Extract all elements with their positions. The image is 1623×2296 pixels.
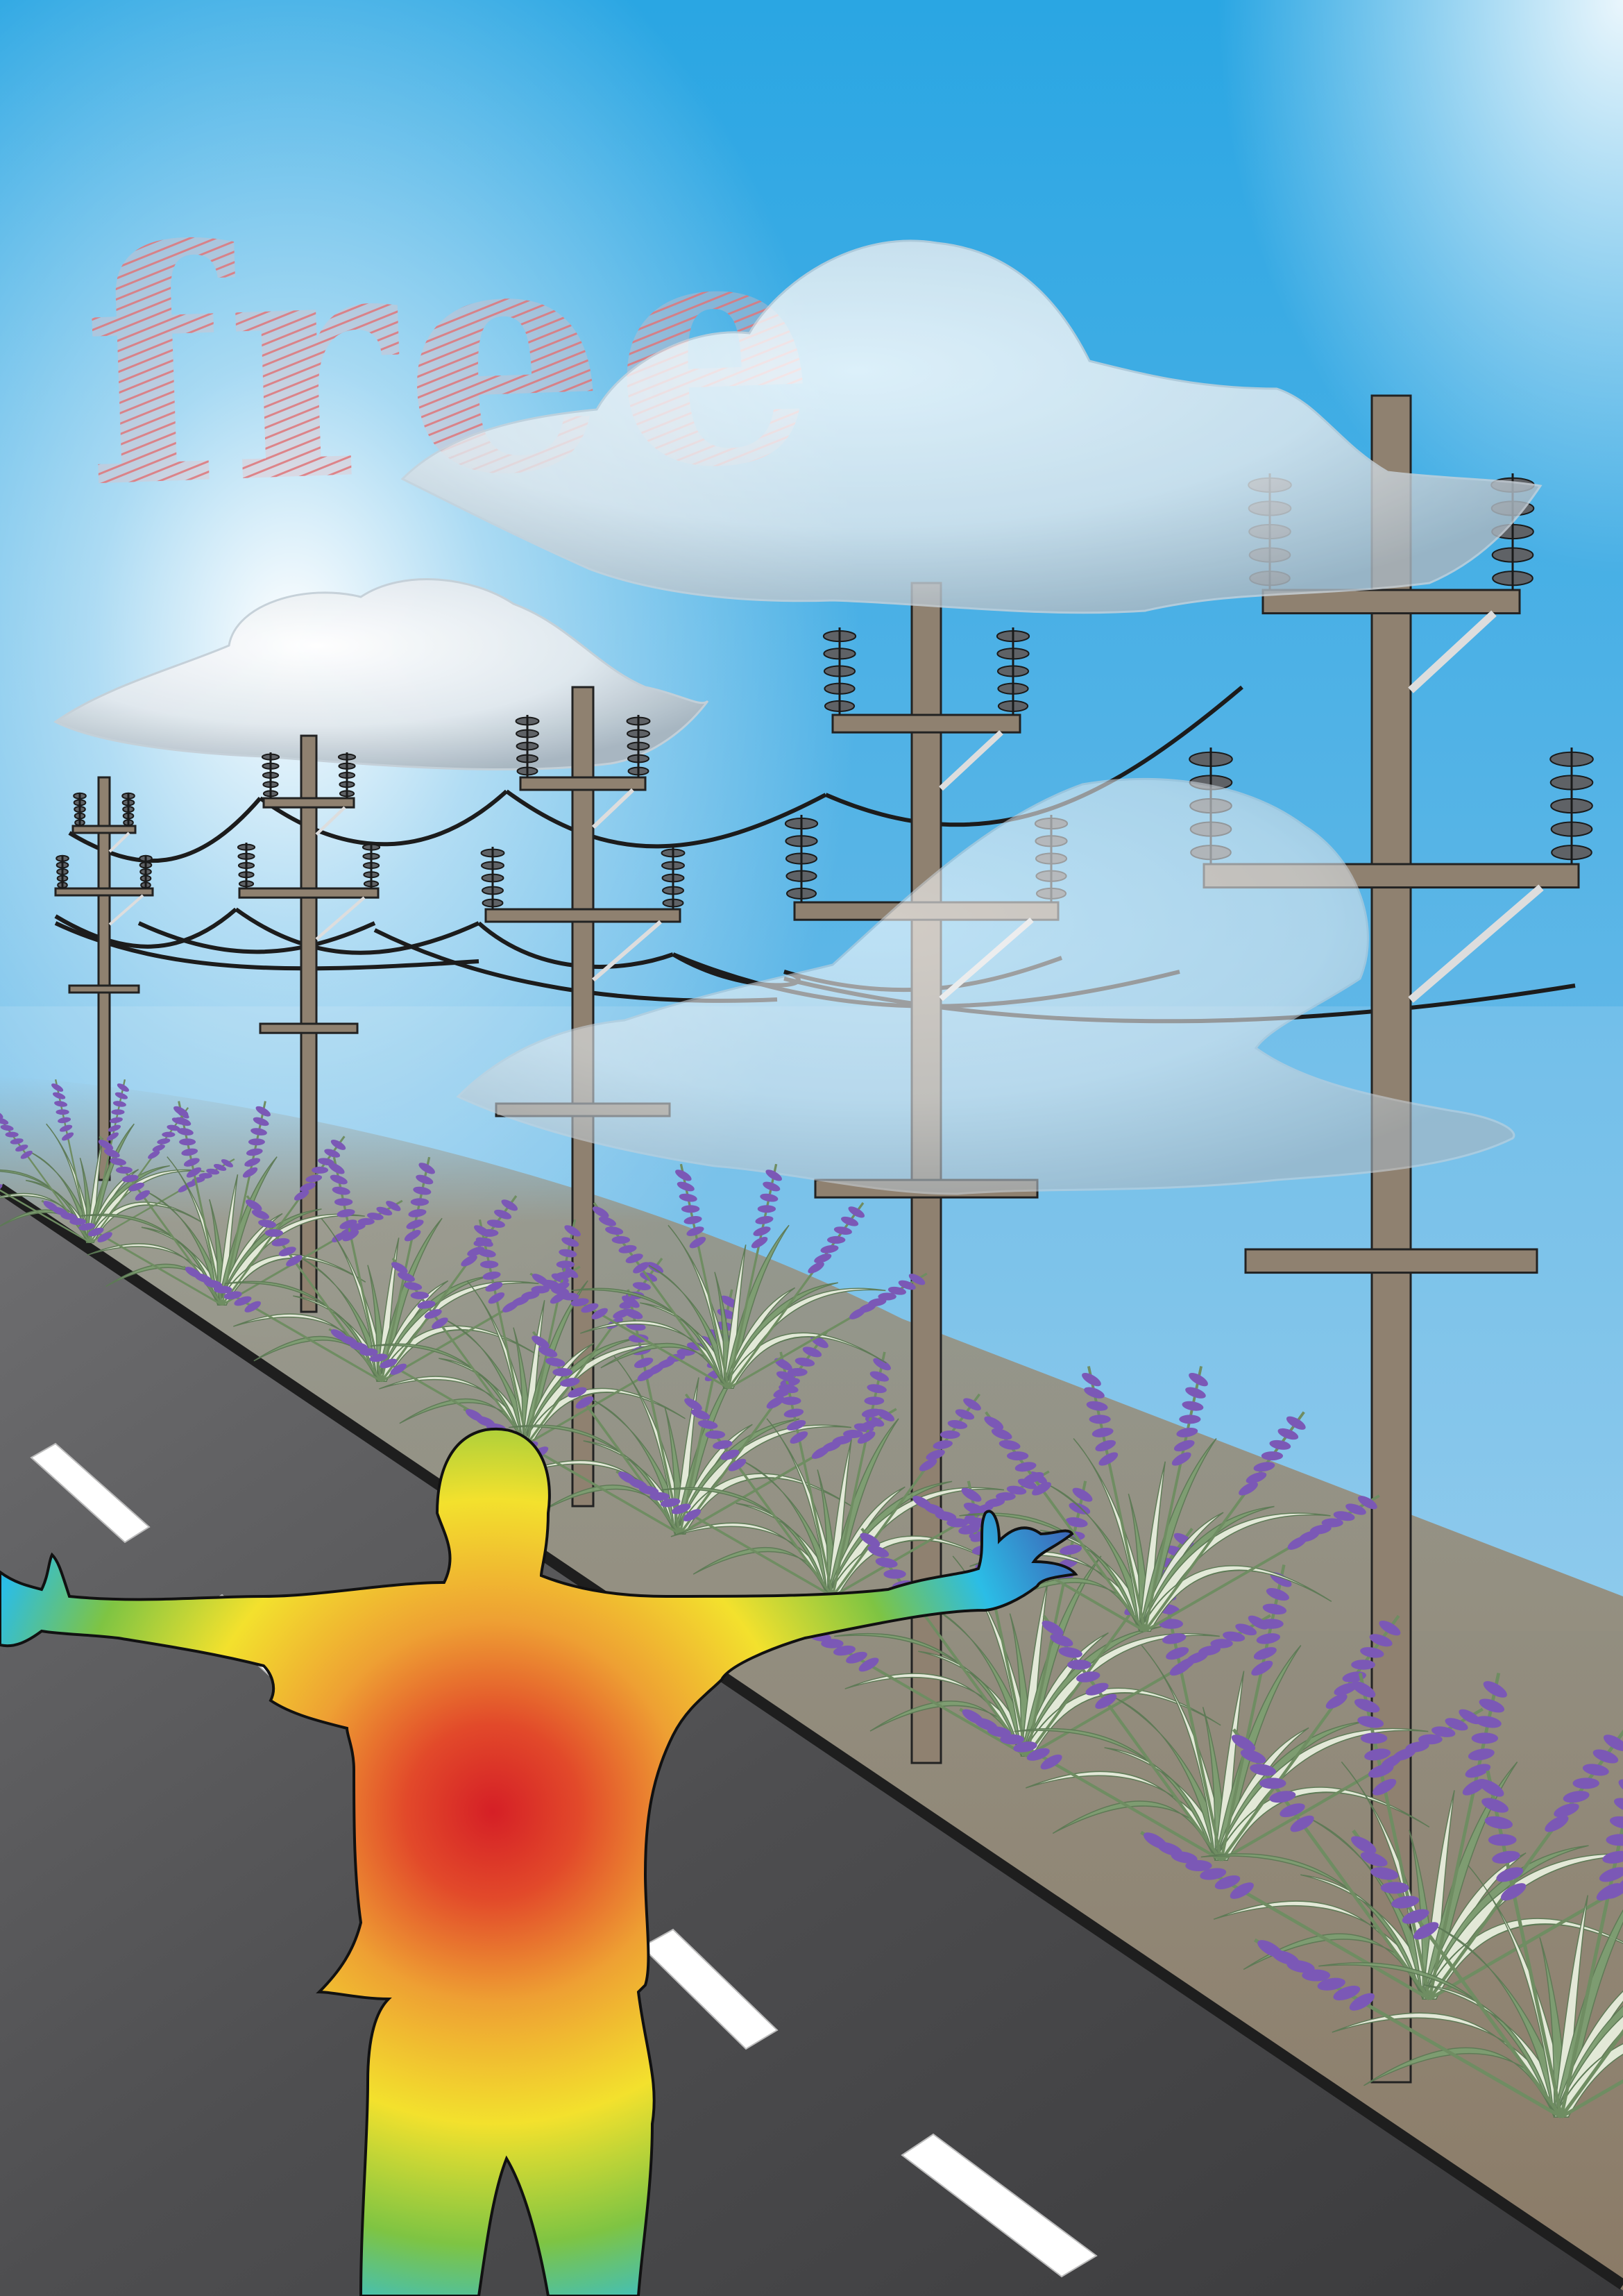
lavender-bush-icon	[910, 1366, 1380, 1632]
lavender-bush-icon	[529, 1163, 928, 1390]
lavender-plants	[0, 1079, 1623, 2119]
insulator-icon	[784, 815, 819, 902]
person-outstretched-arms-icon	[0, 1427, 1078, 2296]
insulator-icon	[822, 627, 857, 715]
lavender-bush-icon	[959, 1564, 1484, 1862]
insulator-icon	[996, 627, 1030, 715]
lane-dash	[640, 1928, 779, 2050]
insulator-icon	[237, 843, 256, 888]
insulator-icon	[626, 715, 651, 777]
utility-pole-icon	[237, 734, 381, 1313]
lane-dash	[901, 2133, 1098, 2278]
insulator-icon	[139, 854, 153, 889]
lavender-bush-icon	[783, 1480, 1271, 1757]
insulator-icon	[261, 752, 280, 798]
insulator-icon	[362, 843, 381, 888]
lavender-bush-icon	[328, 1219, 726, 1445]
insulator-icon	[337, 752, 357, 798]
insulator-icon	[56, 854, 69, 889]
insulator-icon	[515, 715, 540, 777]
insulator-icon	[480, 847, 505, 909]
insulator-icon	[1549, 748, 1594, 864]
lavender-bush-icon	[1254, 1770, 1623, 2119]
lane-dash	[30, 1442, 151, 1544]
cloud-icon	[456, 778, 1515, 1195]
insulator-icon	[73, 792, 87, 827]
insulator-icon	[661, 847, 686, 909]
insulator-icon	[121, 792, 135, 827]
cloud-icon	[400, 239, 1543, 614]
road-edge-line	[0, 1183, 1623, 2290]
